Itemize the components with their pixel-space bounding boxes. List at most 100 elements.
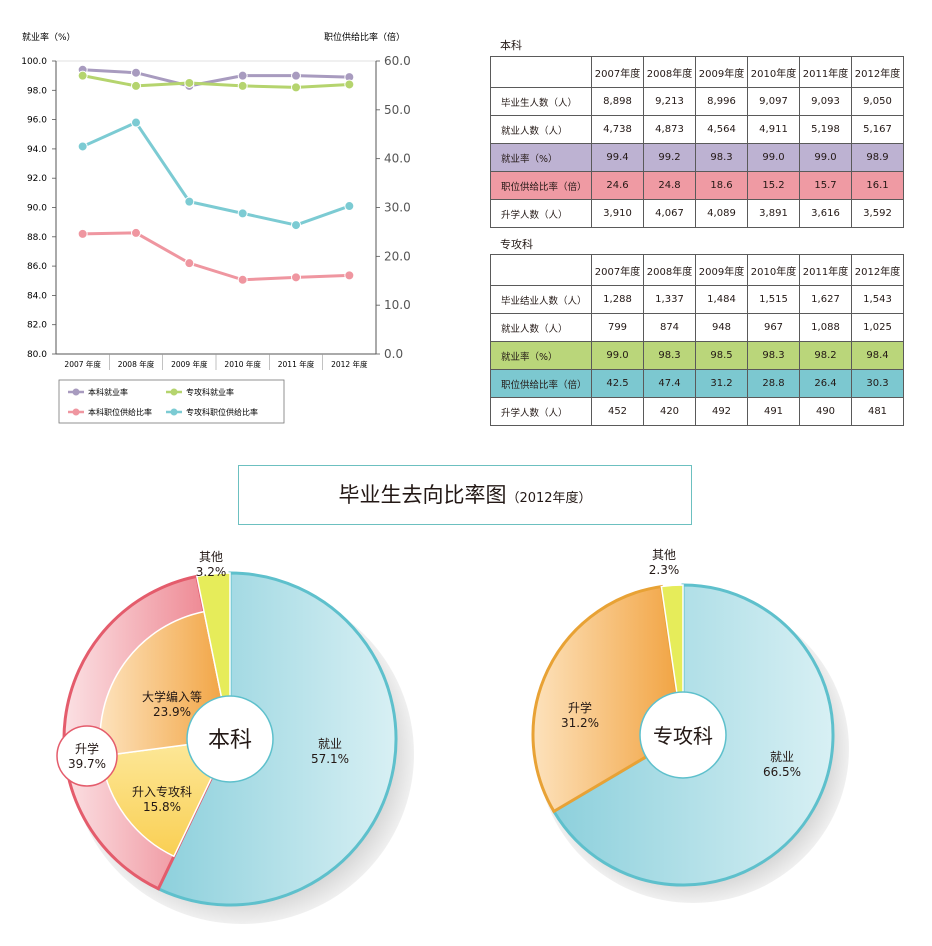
row-label: 就业率（%）: [490, 341, 592, 370]
right-tick-label: 50.0: [384, 103, 411, 117]
data-point: [291, 70, 301, 81]
table-cell: 99.4: [591, 143, 644, 172]
table-cell: 4,089: [695, 199, 748, 228]
left-tick-label: 88.0: [27, 233, 47, 243]
table-row: 就业率（%） 99.0 98.3 98.5 98.3 98.2 98.4: [490, 341, 904, 370]
slice-label: 39.7%: [68, 757, 106, 771]
right-tick-label: 20.0: [384, 249, 411, 263]
header-blank-cell: [490, 56, 592, 88]
slice-label: 其他: [652, 548, 676, 562]
pie-slice-employment: [156, 571, 398, 907]
table-header-row: 2007年度 2008年度 2009年度 2010年度 2011年度 2012年度: [490, 254, 904, 286]
banner-title: 毕业生去向比率图: [338, 483, 507, 507]
legend-label: 本科职位供给比率: [88, 407, 152, 417]
table-cell: 24.8: [643, 171, 696, 200]
table-row: 职位供给比率（倍） 42.5 47.4 31.2 28.8 26.4 30.3: [490, 369, 904, 398]
table-cell: 15.7: [799, 171, 852, 200]
x-tick-label: 2009 年度: [171, 359, 208, 369]
pie-section-banner: 毕业生去向比率图（2012年度）: [238, 465, 692, 525]
data-point: [237, 70, 248, 81]
left-tick-label: 96.0: [27, 116, 47, 126]
year-header: 2007年度: [591, 56, 644, 88]
table-cell: 31.2: [695, 369, 748, 398]
left-tick-label: 100.0: [21, 57, 47, 67]
table-cell: 9,097: [747, 87, 800, 116]
x-tick-label: 2007 年度: [64, 359, 101, 369]
table-cell: 3,592: [851, 199, 904, 228]
pie-center: [186, 695, 274, 783]
pie-center-label: 专攻科: [653, 724, 713, 748]
year-header: 2010年度: [747, 254, 800, 286]
left-tick-label: 86.0: [27, 262, 47, 272]
table-cell: 4,564: [695, 115, 748, 144]
table-row: 升学人数（人） 452 420 492 491 490 481: [490, 397, 904, 426]
table-cell: 9,050: [851, 87, 904, 116]
row-label: 职位供给比率（倍）: [490, 369, 592, 398]
table-cell: 8,996: [695, 87, 748, 116]
left-axis-label: 就业率（%）: [22, 31, 76, 43]
row-label: 就业人数（人）: [490, 313, 592, 342]
slice-label: 大学编入等: [142, 689, 202, 704]
row-label: 升学人数（人）: [490, 397, 592, 426]
data-point: [77, 70, 88, 81]
table-cell: 1,515: [747, 285, 800, 314]
table-cell: 452: [591, 397, 644, 426]
year-header: 2012年度: [851, 254, 904, 286]
table-cell: 3,891: [747, 199, 800, 228]
table-cell: 9,093: [799, 87, 852, 116]
slice-label: 66.5%: [763, 765, 801, 779]
right-tick-label: 60.0: [384, 54, 411, 68]
x-tick-label: 2011 年度: [278, 359, 315, 369]
slice-label: 31.2%: [561, 716, 599, 730]
table-cell: 99.0: [591, 341, 644, 370]
row-label: 升学人数（人）: [490, 199, 592, 228]
slice-label: 就业: [770, 750, 794, 764]
slice-label: 15.8%: [143, 800, 181, 814]
table-header-row: 2007年度 2008年度 2009年度 2010年度 2011年度 2012年度: [490, 56, 904, 88]
legend-label: 专攻科就业率: [186, 387, 234, 397]
year-header: 2012年度: [851, 56, 904, 88]
table-row: 职位供给比率（倍） 24.6 24.8 18.6 15.2 15.7 16.1: [490, 171, 904, 200]
table-row: 毕业结业人数（人） 1,288 1,337 1,484 1,515 1,627 1,543: [490, 285, 904, 314]
pie-center: [639, 691, 727, 779]
data-point: [131, 117, 141, 128]
table-cell: 4,067: [643, 199, 696, 228]
table-cell: 4,911: [747, 115, 800, 144]
table-cell: 967: [747, 313, 800, 342]
data-point: [237, 80, 248, 91]
left-tick-label: 94.0: [27, 145, 47, 155]
table-cell: 1,543: [851, 285, 904, 314]
banner-subtitle: （2012年度）: [506, 491, 592, 506]
left-tick-label: 82.0: [27, 321, 47, 331]
table-cell: 8,898: [591, 87, 644, 116]
data-point: [131, 67, 141, 78]
table-cell: 481: [851, 397, 904, 426]
data-point: [77, 141, 88, 152]
table-cell: 16.1: [851, 171, 904, 200]
table-cell: 490: [799, 397, 852, 426]
slice-label: 57.1%: [311, 752, 349, 766]
slice-label: 升入专攻科: [132, 784, 192, 799]
table-cell: 1,025: [851, 313, 904, 342]
table-cell: 3,616: [799, 199, 852, 228]
table-cell: 30.3: [851, 369, 904, 398]
table-title-benke: 本科: [500, 39, 522, 52]
right-tick-label: 10.0: [384, 298, 411, 312]
right-tick-label: 0.0: [384, 347, 403, 361]
row-label: 职位供给比率（倍）: [490, 171, 592, 200]
table-cell: 492: [695, 397, 748, 426]
data-point: [237, 208, 248, 219]
x-tick-label: 2008 年度: [118, 359, 155, 369]
series-line: [82, 120, 350, 227]
row-label: 毕业生人数（人）: [490, 87, 592, 116]
table-cell: 99.0: [799, 143, 852, 172]
table-cell: 874: [643, 313, 696, 342]
data-point: [344, 79, 355, 90]
data-point: [184, 77, 195, 88]
slice-label: 升学: [568, 700, 592, 715]
slice-label: 就业: [318, 737, 342, 751]
table-cell: 1,337: [643, 285, 696, 314]
table-cell: 98.4: [851, 341, 904, 370]
data-point: [291, 82, 301, 93]
